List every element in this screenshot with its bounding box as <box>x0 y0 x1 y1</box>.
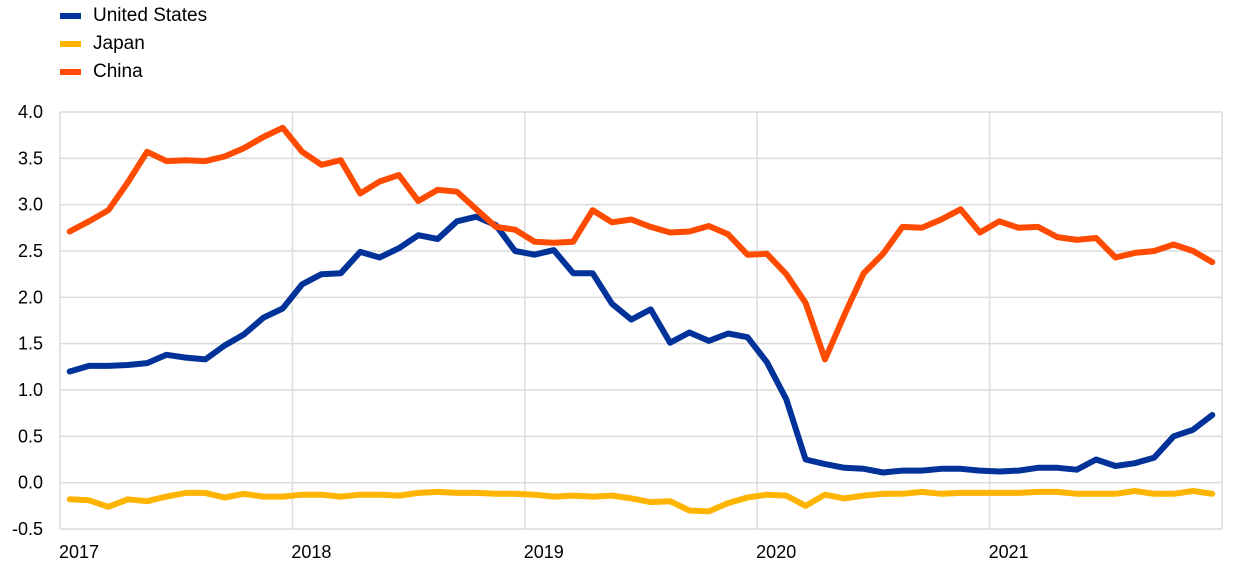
legend-swatch <box>60 41 81 47</box>
grid <box>59 111 1223 530</box>
y-tick-label: -0.5 <box>12 519 43 539</box>
y-tick-label: 2.5 <box>18 241 43 261</box>
legend-swatch <box>60 69 81 75</box>
y-tick-label: 4.0 <box>18 102 43 122</box>
legend-item-china: China <box>60 58 207 86</box>
series-line-united-states <box>66 213 1216 476</box>
y-tick-label: 2.0 <box>18 287 43 307</box>
series-line-china <box>66 124 1216 363</box>
series-line-japan <box>66 488 1216 515</box>
x-axis: 2017 2018 2019 2020 2021 <box>59 542 1029 562</box>
chart-legend: United States Japan China <box>60 2 207 86</box>
legend-label: Japan <box>93 33 145 54</box>
series-lines <box>66 124 1216 515</box>
x-tick-label: 2018 <box>291 542 331 562</box>
y-axis: 4.0 3.5 3.0 2.5 2.0 1.5 1.0 0.5 0.0 -0.5 <box>12 102 43 539</box>
legend-swatch <box>60 13 81 19</box>
y-tick-label: 1.0 <box>18 380 43 400</box>
x-tick-label: 2017 <box>59 542 99 562</box>
y-tick-label: 0.0 <box>18 473 43 493</box>
x-tick-label: 2020 <box>756 542 796 562</box>
x-tick-label: 2019 <box>524 542 564 562</box>
x-tick-label: 2021 <box>989 542 1029 562</box>
legend-label: China <box>93 61 143 82</box>
legend-label: United States <box>93 5 208 26</box>
y-tick-label: 0.5 <box>18 426 43 446</box>
y-tick-label: 3.5 <box>18 148 43 168</box>
legend-item-japan: Japan <box>60 30 207 58</box>
y-tick-label: 3.0 <box>18 195 43 215</box>
y-tick-label: 1.5 <box>18 334 43 354</box>
legend-item-united-states: United States <box>60 2 207 30</box>
